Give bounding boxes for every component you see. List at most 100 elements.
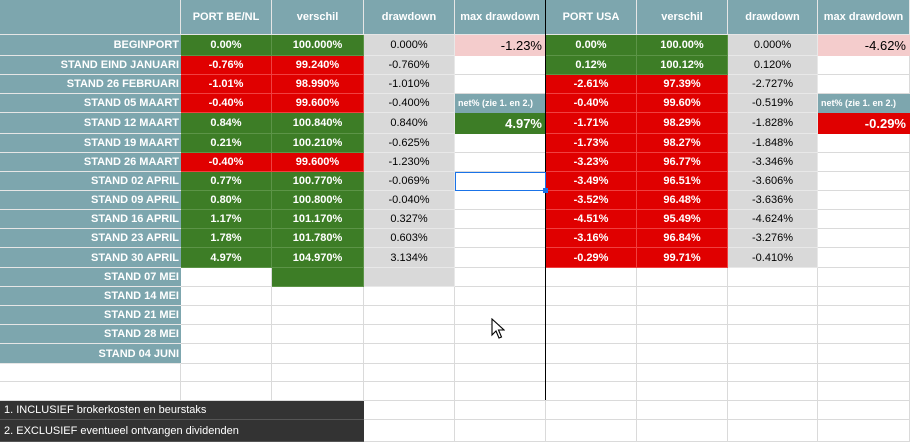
grid-cell[interactable] [818, 306, 910, 325]
grid-cell[interactable] [728, 306, 818, 325]
be-port-cell[interactable]: 0.80% [181, 191, 272, 210]
be-verschil-cell[interactable]: 98.990% [272, 75, 364, 94]
grid-cell[interactable] [272, 306, 364, 325]
grid-cell[interactable] [181, 325, 272, 344]
usa-port-cell[interactable]: -2.61% [546, 75, 637, 94]
usa-drawdown-cell[interactable]: -4.624% [728, 210, 818, 229]
grid-cell[interactable] [364, 344, 455, 364]
row-label[interactable]: STAND EIND JANUARI [0, 56, 181, 75]
usa-drawdown-cell[interactable]: -2.727% [728, 75, 818, 94]
header-corner[interactable] [0, 0, 181, 35]
usa-verschil-cell[interactable]: 96.84% [637, 229, 728, 248]
grid-cell[interactable] [455, 191, 546, 210]
row-label[interactable]: STAND 12 MAART [0, 113, 181, 134]
grid-cell[interactable] [364, 325, 455, 344]
column-header[interactable]: PORT USA [546, 0, 637, 35]
usa-drawdown-cell[interactable]: -0.519% [728, 94, 818, 113]
usa-drawdown-cell[interactable]: 0.000% [728, 35, 818, 56]
column-header[interactable]: verschil [637, 0, 728, 35]
row-label[interactable]: STAND 21 MEI [0, 306, 181, 325]
grid-cell[interactable] [818, 229, 910, 248]
be-port-cell[interactable]: 4.97% [181, 248, 272, 268]
be-drawdown-cell[interactable]: -1.230% [364, 153, 455, 172]
usa-verschil-cell[interactable]: 100.00% [637, 35, 728, 56]
usa-port-cell[interactable]: -1.71% [546, 113, 637, 134]
grid-cell[interactable] [455, 134, 546, 153]
grid-cell[interactable] [637, 325, 728, 344]
row-label[interactable]: STAND 26 MAART [0, 153, 181, 172]
be-port-cell[interactable]: -0.40% [181, 94, 272, 113]
usa-drawdown-cell[interactable]: 0.120% [728, 56, 818, 75]
grid-cell[interactable] [455, 153, 546, 172]
be-port-cell[interactable]: 0.00% [181, 35, 272, 56]
be-verschil-cell[interactable]: 100.800% [272, 191, 364, 210]
grid-cell[interactable] [728, 268, 818, 287]
grid-cell[interactable] [455, 75, 546, 94]
grid-cell[interactable] [818, 344, 910, 364]
be-verschil-cell[interactable]: 100.770% [272, 172, 364, 191]
grid-cell[interactable] [637, 306, 728, 325]
usa-verschil-cell[interactable]: 99.71% [637, 248, 728, 268]
be-drawdown-cell[interactable]: -0.760% [364, 56, 455, 75]
grid-cell[interactable] [272, 382, 364, 401]
grid-cell[interactable] [818, 268, 910, 287]
grid-cell[interactable] [455, 401, 546, 420]
usa-net-value[interactable]: -0.29% [818, 113, 910, 134]
grid-cell[interactable] [272, 344, 364, 364]
grid-cell[interactable] [818, 191, 910, 210]
usa-drawdown-cell[interactable]: -0.410% [728, 248, 818, 268]
grid-cell[interactable] [455, 420, 546, 442]
usa-verschil-cell[interactable]: 95.49% [637, 210, 728, 229]
grid-cell[interactable] [818, 287, 910, 306]
selected-cell[interactable] [455, 172, 546, 191]
row-label[interactable]: BEGINPORT [0, 35, 181, 56]
usa-verschil-cell[interactable]: 97.39% [637, 75, 728, 94]
usa-drawdown-cell[interactable]: -1.848% [728, 134, 818, 153]
grid-cell[interactable] [818, 56, 910, 75]
grid-cell[interactable] [364, 287, 455, 306]
column-header[interactable]: drawdown [364, 0, 455, 35]
row-label[interactable]: STAND 16 APRIL [0, 210, 181, 229]
grid-cell[interactable] [455, 56, 546, 75]
be-drawdown-cell[interactable]: -0.069% [364, 172, 455, 191]
row-label[interactable]: STAND 30 APRIL [0, 248, 181, 268]
be-port-cell[interactable]: -1.01% [181, 75, 272, 94]
row-label[interactable]: STAND 23 APRIL [0, 229, 181, 248]
grid-cell[interactable] [818, 172, 910, 191]
grid-cell[interactable] [364, 382, 455, 401]
be-verschil-cell[interactable]: 99.240% [272, 56, 364, 75]
row-label[interactable]: STAND 02 APRIL [0, 172, 181, 191]
grid-cell[interactable] [272, 325, 364, 344]
grid-cell[interactable] [364, 401, 455, 420]
be-verschil-cell[interactable]: 100.000% [272, 35, 364, 56]
be-verschil-cell[interactable]: 99.600% [272, 153, 364, 172]
grid-cell[interactable] [455, 268, 546, 287]
grid-cell[interactable] [364, 306, 455, 325]
row-label[interactable]: STAND 26 FEBRUARI [0, 75, 181, 94]
usa-verschil-cell[interactable]: 96.77% [637, 153, 728, 172]
be-verschil-cell[interactable]: 104.970% [272, 248, 364, 268]
row-label[interactable]: STAND 28 MEI [0, 325, 181, 344]
row-label[interactable]: STAND 05 MAART [0, 94, 181, 113]
be-port-cell[interactable]: -0.76% [181, 56, 272, 75]
column-header[interactable]: drawdown [728, 0, 818, 35]
grid-cell[interactable] [455, 364, 546, 382]
grid-cell[interactable] [181, 287, 272, 306]
usa-port-cell[interactable]: -4.51% [546, 210, 637, 229]
usa-verschil-cell[interactable]: 98.29% [637, 113, 728, 134]
grid-cell[interactable] [728, 401, 818, 420]
usa-drawdown-cell[interactable]: -1.828% [728, 113, 818, 134]
grid-cell[interactable] [818, 325, 910, 344]
grid-cell[interactable] [728, 364, 818, 382]
grid-cell[interactable] [455, 248, 546, 268]
grid-cell[interactable] [637, 420, 728, 442]
be-net-value[interactable]: 4.97% [455, 113, 546, 134]
grid-cell[interactable] [818, 364, 910, 382]
column-header[interactable]: max drawdown [818, 0, 910, 35]
usa-port-cell[interactable]: -3.52% [546, 191, 637, 210]
usa-verschil-cell[interactable]: 100.12% [637, 56, 728, 75]
usa-drawdown-cell[interactable]: -3.636% [728, 191, 818, 210]
be-verschil-cell[interactable]: 101.170% [272, 210, 364, 229]
grid-cell[interactable] [546, 382, 637, 401]
